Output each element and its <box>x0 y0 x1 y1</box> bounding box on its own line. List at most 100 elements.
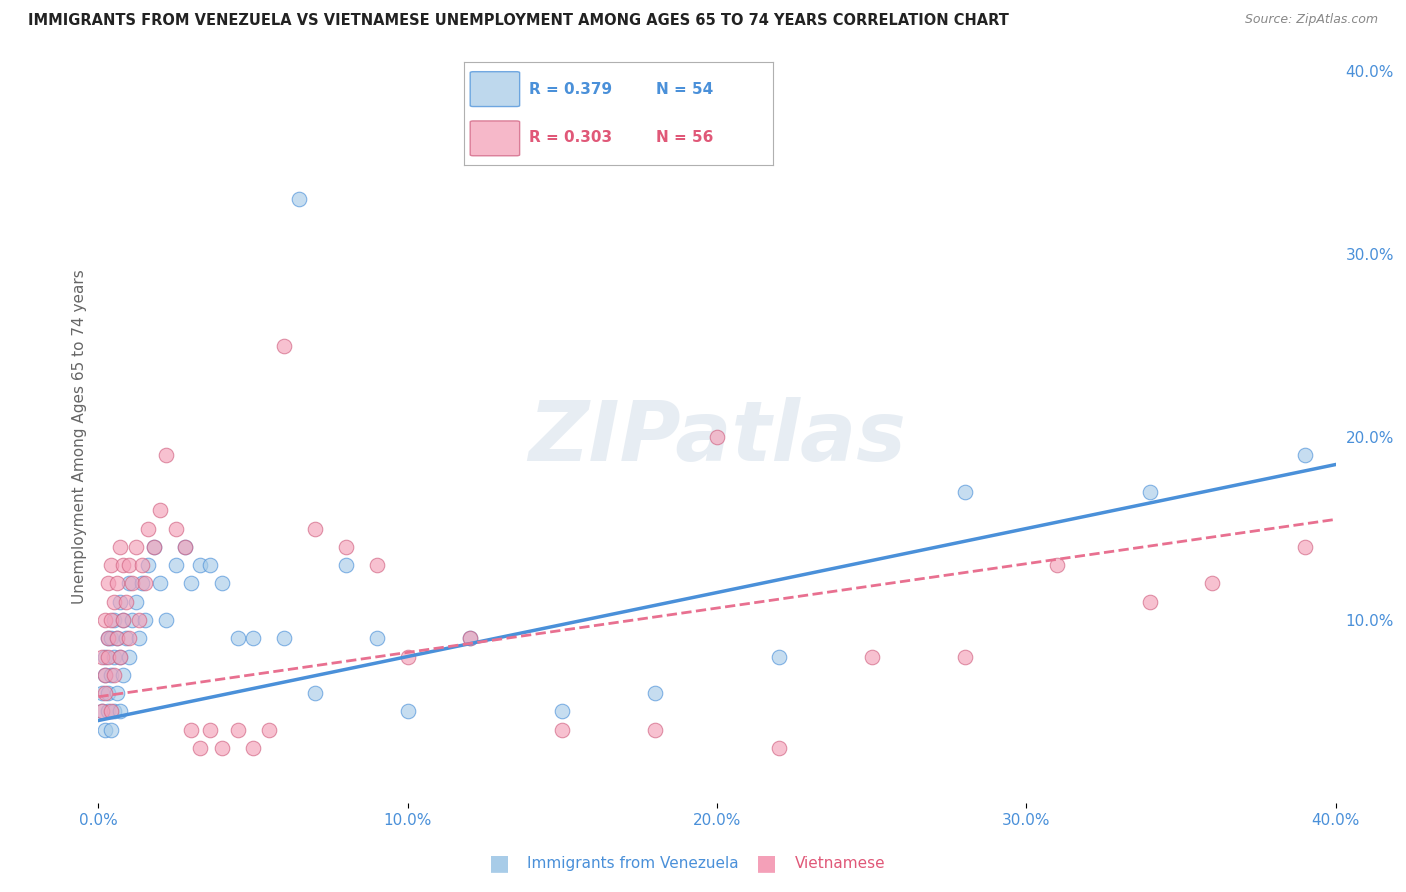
Point <box>105 632 128 646</box>
Point <box>118 558 141 573</box>
Point <box>953 485 976 500</box>
FancyBboxPatch shape <box>470 71 520 106</box>
Point <box>396 705 419 719</box>
Point <box>121 613 143 627</box>
Point <box>211 740 233 755</box>
Point <box>100 667 122 681</box>
Point <box>155 613 177 627</box>
FancyBboxPatch shape <box>470 121 520 156</box>
Point <box>180 576 202 591</box>
Point <box>226 723 249 737</box>
Point <box>131 576 153 591</box>
Point <box>242 632 264 646</box>
Point <box>97 632 120 646</box>
Point <box>860 649 883 664</box>
Point <box>124 594 146 608</box>
Point <box>108 594 131 608</box>
Point <box>108 649 131 664</box>
Point <box>103 667 125 681</box>
Point <box>112 613 135 627</box>
Point <box>211 576 233 591</box>
Point <box>458 632 481 646</box>
Point <box>93 667 115 681</box>
Point <box>121 576 143 591</box>
Point <box>366 558 388 573</box>
Point <box>124 540 146 554</box>
Point <box>112 667 135 681</box>
Point <box>273 338 295 352</box>
Point <box>131 558 153 573</box>
Point <box>644 686 666 700</box>
Point <box>149 503 172 517</box>
Point <box>93 667 115 681</box>
Text: N = 54: N = 54 <box>655 81 713 96</box>
Point <box>134 613 156 627</box>
Point <box>118 632 141 646</box>
Point <box>190 558 212 573</box>
Point <box>198 558 221 573</box>
Point <box>100 613 122 627</box>
Point <box>93 686 115 700</box>
Text: ■: ■ <box>756 854 776 873</box>
Text: N = 56: N = 56 <box>655 130 713 145</box>
Point <box>288 192 311 206</box>
Point <box>257 723 280 737</box>
Text: Vietnamese: Vietnamese <box>794 856 884 871</box>
Point <box>108 705 131 719</box>
Point <box>134 576 156 591</box>
Text: IMMIGRANTS FROM VENEZUELA VS VIETNAMESE UNEMPLOYMENT AMONG AGES 65 TO 74 YEARS C: IMMIGRANTS FROM VENEZUELA VS VIETNAMESE … <box>28 13 1010 29</box>
Point <box>105 632 128 646</box>
Point <box>105 686 128 700</box>
Point <box>97 686 120 700</box>
Point <box>198 723 221 737</box>
Point <box>93 613 115 627</box>
Point <box>335 558 357 573</box>
Point <box>155 449 177 463</box>
Point <box>100 632 122 646</box>
Point <box>190 740 212 755</box>
Point <box>103 613 125 627</box>
Point <box>90 686 112 700</box>
Text: ■: ■ <box>489 854 509 873</box>
Point <box>128 613 150 627</box>
Point <box>143 540 166 554</box>
Point <box>396 649 419 664</box>
Point <box>128 632 150 646</box>
Point <box>335 540 357 554</box>
Point <box>143 540 166 554</box>
Point <box>458 632 481 646</box>
Point <box>149 576 172 591</box>
Text: Immigrants from Venezuela: Immigrants from Venezuela <box>527 856 740 871</box>
Point <box>97 576 120 591</box>
Point <box>105 576 128 591</box>
Point <box>136 521 159 535</box>
Point <box>112 558 135 573</box>
Point <box>304 686 326 700</box>
Point <box>100 723 122 737</box>
Point <box>1046 558 1069 573</box>
Point <box>93 649 115 664</box>
Point <box>112 613 135 627</box>
Point <box>108 540 131 554</box>
Point <box>180 723 202 737</box>
Text: R = 0.303: R = 0.303 <box>529 130 612 145</box>
Point <box>90 705 112 719</box>
Point <box>115 632 138 646</box>
Point <box>644 723 666 737</box>
Text: ZIPatlas: ZIPatlas <box>529 397 905 477</box>
Point <box>97 705 120 719</box>
Point <box>103 705 125 719</box>
Point <box>242 740 264 755</box>
Point <box>165 521 187 535</box>
Point <box>165 558 187 573</box>
Y-axis label: Unemployment Among Ages 65 to 74 years: Unemployment Among Ages 65 to 74 years <box>72 269 87 605</box>
Point <box>1294 449 1316 463</box>
Point <box>768 649 790 664</box>
Point <box>768 740 790 755</box>
Point <box>97 649 120 664</box>
Point <box>90 705 112 719</box>
Point <box>304 521 326 535</box>
Point <box>1139 594 1161 608</box>
Point <box>108 649 131 664</box>
Point <box>1294 540 1316 554</box>
